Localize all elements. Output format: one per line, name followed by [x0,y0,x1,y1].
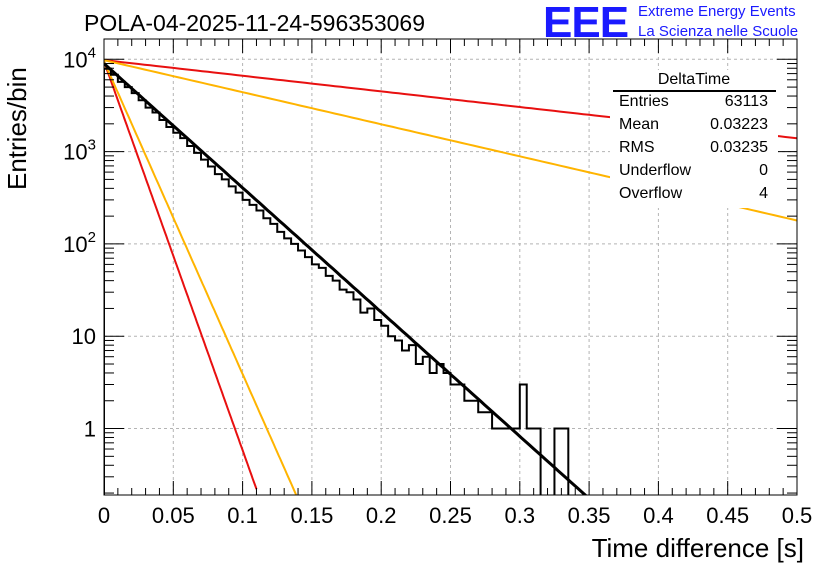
chart-title: POLA-04-2025-11-24-596353069 [84,10,425,36]
x-axis-label: Time difference [s] [591,533,804,563]
y-tick-exponent: 4 [88,44,96,61]
x-tick-label: 0.1 [227,503,258,528]
y-tick-label: 1 [84,417,96,442]
y-tick-exponent: 3 [88,137,96,154]
x-tick-label: 0.25 [429,503,472,528]
stat-row-mean: Mean 0.03223 [619,116,768,138]
x-tick-label: 0.3 [505,503,536,528]
x-tick-label: 0 [98,503,110,528]
y-axis-label: Entries/bin [2,67,32,190]
y-tick-exponent: 2 [88,229,96,246]
y-tick-labels: 1 10 102 103 104 [63,44,96,441]
stats-title: DeltaTime [657,71,731,88]
y-tick-label: 102 [63,229,96,257]
x-tick-label: 0.5 [782,503,813,528]
stat-row-underflow: Underflow 0 [619,162,768,184]
stat-value: 0 [759,162,768,179]
x-tick-label: 0.2 [366,503,397,528]
x-tick-labels: 0 0.05 0.1 0.15 0.2 0.25 0.3 0.35 0.4 0.45 0.5 [98,503,812,528]
y-tick-label: 103 [63,137,96,165]
fit-red-steep-curve [104,61,258,490]
stat-name: Entries [619,93,669,110]
logo-mark: EEE [543,2,628,42]
stat-name: Overflow [619,185,683,202]
x-tick-label: 0.45 [706,503,749,528]
stat-name: Underflow [619,162,692,179]
x-tick-label: 0.05 [152,503,195,528]
stat-row-entries: Entries 63113 [619,93,768,115]
stat-value: 0.03235 [710,139,768,156]
y-tick-label: 10 [72,324,96,349]
stat-name: RMS [619,139,655,156]
fit-orange-steep-curve [104,60,298,495]
stat-row-rms: RMS 0.03235 [619,139,768,161]
fit-curves-front [104,62,588,495]
fit-black-curve [104,62,588,495]
y-tick-label: 104 [63,44,96,72]
eee-logo: EEE [543,2,629,42]
x-tick-label: 0.4 [643,503,674,528]
logo-line-1: Extreme Energy Events [638,3,796,20]
histogram [104,67,570,495]
stats-box: DeltaTime Entries 63113 Mean 0.03223 RMS… [610,70,778,208]
x-tick-label: 0.15 [290,503,333,528]
histogram-outline [104,67,570,495]
stat-value: 63113 [724,93,768,110]
stats-divider [613,90,776,92]
stat-value: 4 [759,185,768,202]
stat-name: Mean [619,116,660,133]
axis-ticks [103,39,798,495]
x-tick-label: 0.35 [568,503,611,528]
stat-value: 0.03223 [710,116,768,133]
stat-row-overflow: Overflow 4 [619,185,768,207]
logo-line-2: La Scienza nelle Scuole [638,23,799,40]
